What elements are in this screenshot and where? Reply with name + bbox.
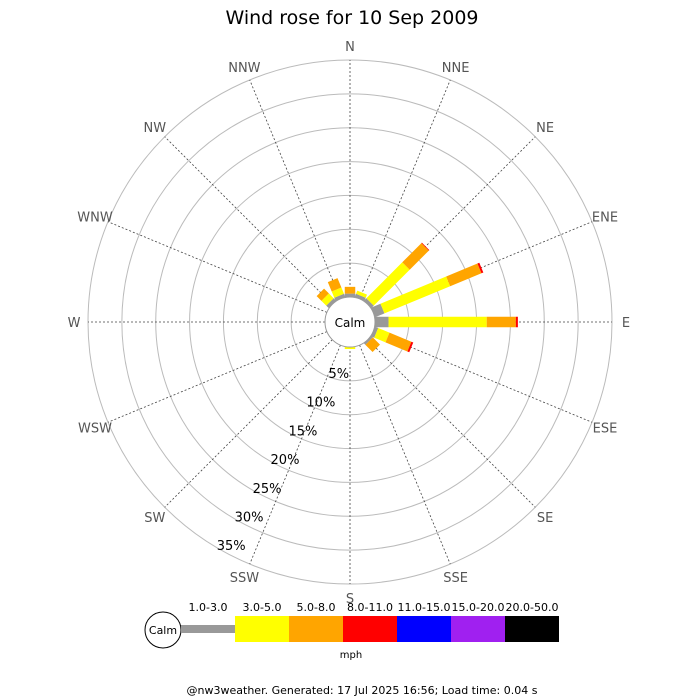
bar-nnw-bin-2 <box>331 287 344 298</box>
ring-label-1: 5% <box>328 367 349 382</box>
direction-label-wnw: WNW <box>77 210 113 225</box>
ring-label-7: 35% <box>217 539 246 554</box>
calm-circle: Calm <box>324 296 376 348</box>
bar-n-bin-3 <box>344 286 356 294</box>
direction-label-nnw: NNW <box>228 61 260 76</box>
bar-nnw-bin-3 <box>327 278 342 292</box>
bar-se-bin-3 <box>365 337 381 353</box>
legend-calm-label: Calm <box>149 624 177 637</box>
spoke-nw <box>164 136 333 305</box>
bar-ese-bin-1 <box>371 326 379 338</box>
bar-se-bin-1 <box>363 335 373 345</box>
calm-circle-shape <box>324 296 376 348</box>
direction-label-n: N <box>345 40 355 55</box>
wind-spokes <box>88 60 612 584</box>
legend-label-3: 5.0-8.0 <box>297 601 336 614</box>
spoke-sw <box>164 339 333 508</box>
direction-label-nw: NW <box>144 121 167 136</box>
legend-swatch-1 <box>181 625 235 633</box>
bar-nw-bin-1 <box>326 298 337 309</box>
direction-label-sw: SW <box>144 511 165 526</box>
legend-unit: mph <box>340 650 362 661</box>
bar-ese-bin-4 <box>407 341 414 353</box>
spoke-ene <box>372 221 593 313</box>
legend: Calm 1.0-3.0 3.0-5.0 5.0-8.0 8.0-11.0 11.0-15… <box>144 601 559 661</box>
ring-label-6: 30% <box>235 510 264 525</box>
spoke-sse <box>359 344 451 565</box>
direction-label-ssw: SSW <box>230 571 260 586</box>
legend-label-1: 1.0-3.0 <box>189 601 228 614</box>
legend-label-4: 8.0-11.0 <box>347 601 393 614</box>
bar-ne-bin-4 <box>421 242 430 251</box>
spoke-nne <box>359 79 451 300</box>
bar-ene-bin-1 <box>371 303 385 318</box>
bar-nw-bin-2 <box>321 293 334 306</box>
bar-e-bin-4 <box>515 316 518 328</box>
direction-label-ene: ENE <box>592 210 618 225</box>
bar-nnw-bin-1 <box>334 293 346 301</box>
legend-label-7: 20.0-50.0 <box>506 601 559 614</box>
direction-label-w: W <box>68 316 81 331</box>
ring-label-2: 10% <box>306 396 335 411</box>
direction-label-s: S <box>346 592 354 607</box>
bar-ne-bin-1 <box>363 298 374 309</box>
bar-e-bin-3 <box>486 316 516 328</box>
bar-ese-bin-3 <box>385 332 412 352</box>
direction-label-ne: NE <box>536 121 554 136</box>
ring-label-3: 15% <box>288 424 317 439</box>
footer-text: @nw3weather. Generated: 17 Jul 2025 16:5… <box>187 684 538 697</box>
legend-swatch-3 <box>289 616 343 642</box>
direction-label-nne: NNE <box>442 61 470 76</box>
calm-label: Calm <box>335 316 366 330</box>
ring-label-5: 25% <box>253 482 282 497</box>
bar-ne-bin-2 <box>366 262 410 306</box>
spoke-wsw <box>107 331 328 423</box>
bar-ese-bin-2 <box>374 328 390 343</box>
bar-n-bin-1 <box>344 293 356 297</box>
spoke-wnw <box>107 221 328 313</box>
spoke-ne <box>367 136 536 305</box>
direction-label-se: SE <box>537 511 553 526</box>
bar-ene-bin-2 <box>380 276 451 314</box>
legend-label-5: 11.0-15.0 <box>398 601 451 614</box>
direction-label-wsw: WSW <box>78 422 112 437</box>
legend-swatch-7 <box>505 616 559 642</box>
bar-nw-bin-3 <box>316 288 329 301</box>
spoke-nnw <box>249 79 341 300</box>
bar-nne-bin-1 <box>354 293 366 301</box>
legend-label-6: 15.0-20.0 <box>452 601 505 614</box>
bar-ne-bin-3 <box>402 243 429 270</box>
bar-nne-bin-2 <box>356 290 368 298</box>
direction-label-ese: ESE <box>593 422 618 437</box>
direction-label-e: E <box>622 316 630 331</box>
spoke-ssw <box>249 344 341 565</box>
bar-e-bin-1 <box>375 316 389 328</box>
ring-label-4: 20% <box>271 453 300 468</box>
direction-label-sse: SSE <box>443 571 468 586</box>
legend-swatch-4 <box>343 616 397 642</box>
bar-ene-bin-3 <box>446 263 482 287</box>
spoke-se <box>367 339 536 508</box>
direction-labels: N NNE NE ENE E ESE SE SSE S SSW SW WSW W WNW NW NNW <box>68 40 631 607</box>
bar-s-bin-2 <box>344 347 356 350</box>
bar-e-bin-2 <box>388 316 487 328</box>
bar-ene-bin-4 <box>477 262 484 274</box>
legend-label-2: 3.0-5.0 <box>243 601 282 614</box>
chart-title: Wind rose for 10 Sep 2009 <box>225 7 478 29</box>
legend-swatch-2 <box>235 616 289 642</box>
legend-swatch-5 <box>397 616 451 642</box>
spoke-ese <box>372 331 593 423</box>
ring-labels: 5% 10% 15% 20% 25% 30% 35% <box>217 367 349 554</box>
legend-swatch-6 <box>451 616 505 642</box>
ring-6 <box>121 93 579 551</box>
